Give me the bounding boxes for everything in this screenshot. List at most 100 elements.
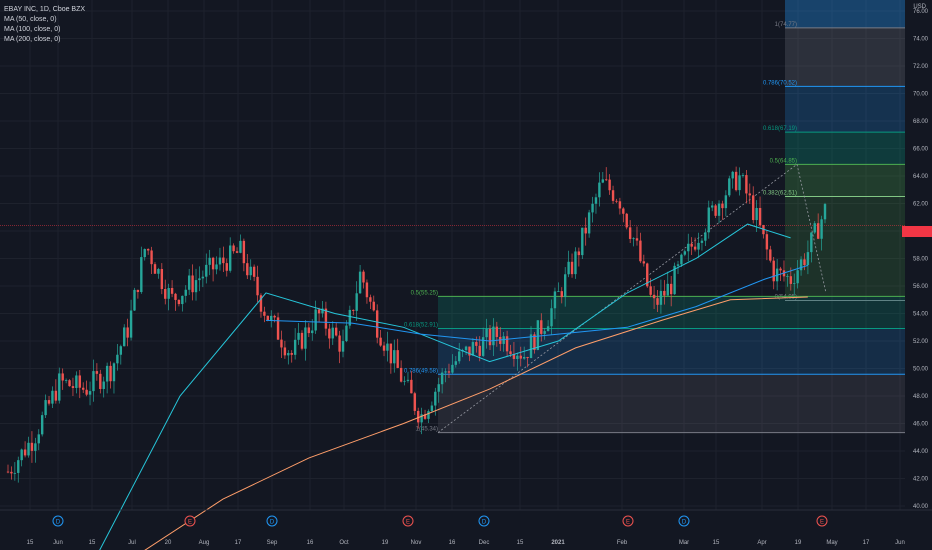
legend-ma200[interactable]: MA (200, close, 0) [4, 36, 61, 43]
ma200-line[interactable] [128, 296, 808, 550]
trend-line[interactable] [437, 163, 798, 433]
candle-body [799, 259, 803, 271]
candle-body [75, 375, 78, 388]
candle-body [406, 379, 410, 381]
candle-body [280, 339, 283, 348]
trend-line[interactable] [796, 164, 827, 293]
dividend-marker-icon[interactable] [478, 515, 490, 527]
candle-body [10, 471, 13, 474]
fib-level-label: 0.618(52.91) [404, 322, 438, 328]
candle-body [574, 251, 577, 275]
candle-body [167, 288, 170, 299]
candle-body [683, 251, 687, 255]
candle-body [358, 271, 362, 294]
fib-level-label: 1(74.77) [775, 22, 797, 28]
candle-body [389, 343, 393, 364]
candle-body [382, 345, 386, 351]
candle-body [543, 331, 546, 334]
candle-body [191, 275, 194, 293]
price-tick-label: 40.00 [913, 504, 929, 510]
time-tick-label: 15 [713, 540, 720, 546]
candle-body [728, 178, 731, 196]
candle-body [481, 337, 485, 356]
candle-body [331, 327, 334, 339]
price-tick-label: 54.00 [913, 312, 929, 318]
candle-body [403, 380, 406, 382]
candle-body [413, 393, 416, 411]
candle-body [509, 351, 512, 355]
candle-body [252, 266, 256, 277]
dividend-marker-icon[interactable] [266, 515, 278, 527]
candle-body [550, 308, 553, 327]
candle-body [512, 354, 516, 359]
time-tick-label: 15 [89, 540, 96, 546]
candle-body [345, 325, 348, 342]
fib-zone [438, 374, 905, 433]
candle-body [779, 268, 782, 271]
candle-body [447, 371, 451, 373]
candle-body [816, 223, 820, 239]
candle-body [78, 375, 81, 388]
price-tick-label: 66.00 [913, 147, 929, 153]
candle-body [160, 268, 164, 290]
candle-body [772, 260, 775, 282]
time-tick-label: 20 [165, 540, 172, 546]
candle-body [731, 171, 734, 179]
candle-body [324, 308, 328, 329]
ma50-line[interactable] [94, 223, 791, 550]
candle-body [276, 317, 280, 340]
candle-body [194, 280, 198, 293]
event-marker-label: D [270, 520, 275, 526]
candle-body [208, 257, 211, 265]
candle-body [516, 355, 519, 359]
candle-body [803, 259, 806, 266]
dividend-marker-icon[interactable] [52, 515, 64, 527]
candle-body [458, 351, 461, 362]
candle-body [628, 227, 632, 239]
candle-body [594, 197, 598, 204]
candle-body [471, 342, 475, 356]
earnings-marker-icon[interactable] [402, 515, 414, 527]
earnings-marker-icon[interactable] [622, 515, 634, 527]
ma100-line[interactable] [265, 264, 808, 342]
event-marker-label: D [56, 520, 61, 526]
candle-body [123, 327, 126, 347]
candle-body [560, 291, 563, 298]
price-axis[interactable] [905, 0, 932, 550]
candle-body [646, 263, 649, 287]
candle-body [287, 353, 290, 356]
event-marker-label: E [626, 520, 630, 526]
time-tick-label: Jul [128, 540, 136, 546]
earnings-marker-icon[interactable] [816, 515, 828, 527]
earnings-marker-icon[interactable] [184, 515, 196, 527]
candle-body [51, 390, 54, 404]
legend-ma50[interactable]: MA (50, close, 0) [4, 16, 57, 23]
candle-body [40, 415, 44, 435]
candle-body [116, 354, 119, 364]
price-tick-label: 52.00 [913, 339, 929, 345]
legend-ma100[interactable]: MA (100, close, 0) [4, 26, 61, 33]
candle-body [488, 328, 492, 346]
candle-body [61, 373, 64, 381]
fib-zone [785, 27, 905, 87]
fib-zone [785, 196, 905, 297]
fib-zone [438, 328, 905, 375]
candle-body [584, 227, 587, 234]
candle-body [263, 311, 266, 316]
candle-body [663, 290, 666, 296]
candle-body [669, 283, 673, 295]
candle-body [47, 400, 51, 404]
dividend-marker-icon[interactable] [678, 515, 690, 527]
candle-body [133, 289, 136, 311]
price-tick-label: 74.00 [913, 37, 929, 43]
price-tick-label: 72.00 [913, 64, 929, 70]
candle-body [796, 270, 799, 284]
candle-body [232, 245, 235, 252]
time-tick-label: 17 [863, 540, 870, 546]
price-tick-label: 48.00 [913, 394, 929, 400]
candle-body [369, 297, 372, 302]
candle-body [20, 449, 23, 461]
candle-body [85, 389, 88, 395]
candle-body [396, 350, 399, 368]
